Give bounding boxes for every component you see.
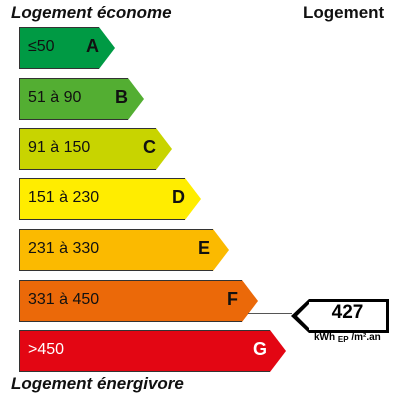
- title-logement: Logement: [303, 3, 385, 22]
- title-econome: Logement économe: [11, 3, 172, 22]
- band-range: 51 à 90: [28, 89, 82, 106]
- band-arrow: [185, 178, 201, 220]
- band-f: 331 à 450 F: [19, 280, 258, 322]
- band-letter: A: [86, 36, 99, 56]
- band-letter: C: [143, 137, 156, 157]
- band-e: 231 à 330 E: [19, 229, 229, 271]
- indicator-box: [309, 299, 389, 333]
- band-letter: G: [253, 339, 268, 359]
- band-b: 51 à 90 B: [19, 78, 144, 120]
- band-a: ≤50 A: [19, 27, 115, 69]
- unit-main: kWh: [314, 332, 336, 343]
- indicator-arrow-fill: [297, 303, 310, 329]
- unit-rest: /m².an: [351, 332, 381, 343]
- band-arrow: [128, 78, 144, 120]
- band-range: 331 à 450: [28, 291, 100, 308]
- band-letter: E: [198, 238, 211, 258]
- band-g: >450 G: [19, 330, 286, 372]
- indicator-unit: kWh EP /m².an: [314, 332, 381, 344]
- band-arrow: [156, 128, 172, 170]
- band-range: >450: [28, 341, 65, 358]
- band-range: 231 à 330: [28, 240, 100, 257]
- band-arrow: [99, 27, 115, 69]
- band-c: 91 à 150 C: [19, 128, 172, 170]
- band-arrow: [242, 280, 258, 322]
- band-arrow: [270, 330, 286, 372]
- title-energivore: Logement énergivore: [11, 374, 184, 393]
- indicator-connector: [248, 313, 292, 314]
- band-range: 91 à 150: [28, 139, 91, 156]
- band-range: 151 à 230: [28, 189, 100, 206]
- band-letter: D: [172, 187, 185, 207]
- band-letter: F: [227, 289, 238, 309]
- band-d: 151 à 230 D: [19, 178, 201, 220]
- band-letter: B: [115, 87, 128, 107]
- indicator-value: 427: [331, 302, 364, 323]
- band-range: ≤50: [28, 38, 55, 55]
- unit-sub: EP: [337, 335, 349, 344]
- band-arrow: [213, 229, 229, 271]
